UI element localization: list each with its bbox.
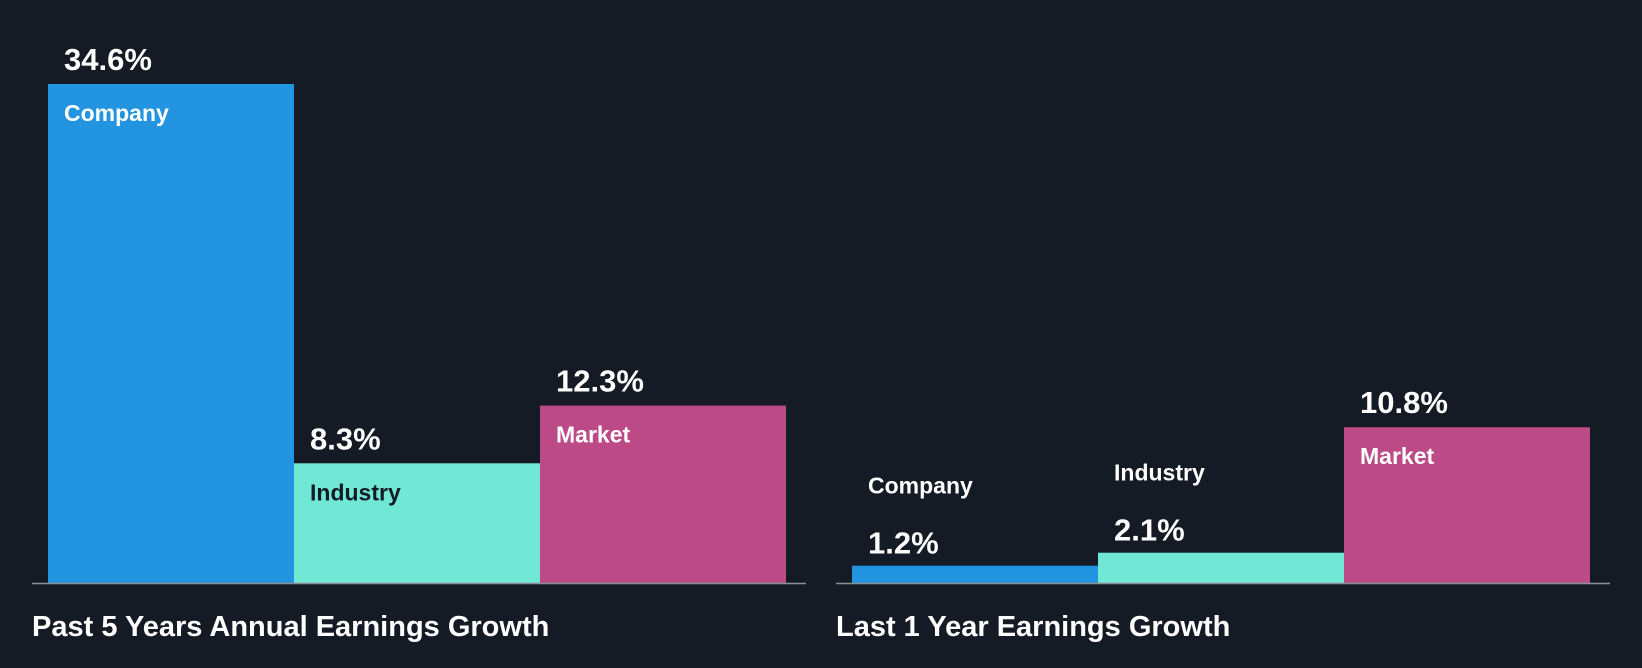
panel-title: Last 1 Year Earnings Growth [836, 611, 1230, 643]
value-label-industry: 2.1% [1114, 513, 1185, 548]
chart-panels: 34.6% Company 8.3% Industry 12.3% Market Past … [32, 42, 1610, 643]
category-label-market: Market [556, 422, 630, 448]
value-label-market: 12.3% [556, 364, 644, 399]
chart-panel-2: 1.2% Company 2.1% Industry 10.8% Market Last 1… [836, 385, 1610, 643]
value-label-company: 1.2% [868, 526, 939, 561]
category-label-company: Company [868, 473, 973, 499]
category-label-market: Market [1360, 443, 1434, 469]
bar-industry [294, 463, 540, 583]
bar-company [852, 565, 1098, 583]
value-label-market: 10.8% [1360, 385, 1448, 420]
bar-company [48, 84, 294, 583]
chart-panel-1: 34.6% Company 8.3% Industry 12.3% Market Past … [32, 42, 806, 643]
category-label-company: Company [64, 100, 169, 126]
category-label-industry: Industry [1114, 460, 1205, 486]
bar-market [1344, 427, 1590, 583]
value-label-industry: 8.3% [310, 421, 381, 456]
bar-market [540, 405, 786, 583]
bar-industry [1098, 552, 1344, 583]
value-label-company: 34.6% [64, 42, 152, 77]
category-label-industry: Industry [310, 479, 401, 505]
panel-title: Past 5 Years Annual Earnings Growth [32, 611, 549, 643]
